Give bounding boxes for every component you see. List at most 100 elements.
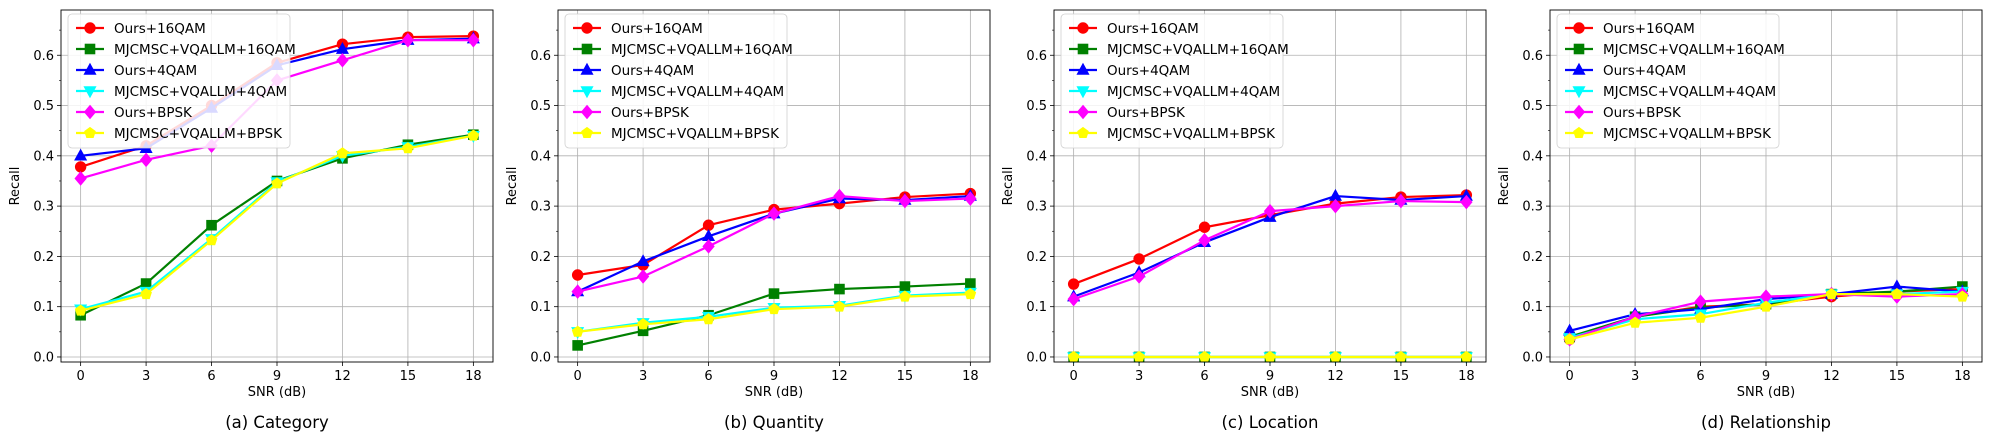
data-point bbox=[271, 177, 283, 189]
data-point bbox=[1133, 253, 1145, 265]
x-tick-label: 12 bbox=[1327, 369, 1344, 384]
x-tick-label: 18 bbox=[1954, 369, 1971, 384]
x-tick-label: 0 bbox=[573, 369, 581, 384]
x-tick-label: 6 bbox=[207, 369, 215, 384]
legend-label: Ours+16QAM bbox=[1603, 21, 1695, 37]
data-point bbox=[834, 283, 845, 295]
y-tick-label: 0.2 bbox=[1522, 250, 1543, 265]
legend-marker bbox=[581, 22, 593, 34]
data-point bbox=[1132, 269, 1146, 284]
legend-label: Ours+4QAM bbox=[611, 63, 694, 79]
data-point bbox=[572, 340, 583, 351]
x-tick-label: 9 bbox=[770, 369, 778, 384]
x-tick-label: 3 bbox=[1135, 369, 1143, 384]
data-point bbox=[74, 161, 87, 173]
data-point bbox=[899, 290, 911, 302]
legend-label: MJCMSC+VQALLM+BPSK bbox=[1107, 126, 1276, 142]
legend-label: Ours+BPSK bbox=[611, 105, 690, 121]
legend-marker bbox=[1076, 104, 1090, 120]
y-tick-label: 0.3 bbox=[1026, 200, 1047, 215]
legend-label: Ours+4QAM bbox=[1107, 63, 1190, 79]
legend-marker bbox=[580, 62, 594, 75]
data-point bbox=[467, 129, 480, 141]
legend-label: Ours+16QAM bbox=[1107, 21, 1199, 37]
legend: Ours+16QAM MJCMSC+VQALLM+16QAM Ours+4QAM MJ… bbox=[1556, 13, 1785, 149]
data-point bbox=[336, 53, 349, 68]
x-tick-label: 12 bbox=[831, 369, 848, 384]
data-point bbox=[636, 269, 650, 284]
x-tick-label: 3 bbox=[639, 369, 647, 384]
y-tick-label: 0.2 bbox=[33, 250, 54, 265]
y-tick-label: 0.6 bbox=[530, 49, 551, 64]
data-point bbox=[336, 147, 349, 159]
legend-marker bbox=[1573, 22, 1585, 34]
chart-panel-1: 0 3 6 9 12 15 18 0.0 0.1 0.2 0.3 0.4 0.5 0.6 SNR (dB) R… bbox=[505, 9, 991, 432]
subfigure-caption: (a) Category bbox=[225, 413, 329, 432]
legend-marker bbox=[83, 104, 97, 120]
data-point bbox=[1264, 350, 1276, 362]
legend: Ours+16QAM MJCMSC+VQALLM+16QAM Ours+4QAM MJ… bbox=[564, 13, 793, 149]
legend-marker bbox=[83, 86, 97, 99]
legend: Ours+16QAM MJCMSC+VQALLM+16QAM Ours+4QAM MJ… bbox=[1060, 13, 1289, 149]
legend-label: Ours+4QAM bbox=[114, 63, 197, 79]
legend-box bbox=[67, 13, 291, 149]
legend-marker bbox=[84, 126, 96, 138]
y-tick-label: 0.4 bbox=[1026, 149, 1047, 164]
legend-marker bbox=[1572, 86, 1586, 99]
data-point bbox=[1694, 294, 1707, 309]
y-tick-label: 0.0 bbox=[1522, 350, 1543, 365]
data-point bbox=[1460, 350, 1473, 362]
x-axis-label: SNR (dB) bbox=[1737, 385, 1795, 400]
data-point bbox=[74, 304, 87, 316]
data-point bbox=[1825, 287, 1838, 300]
y-axis-label: Recall bbox=[8, 167, 23, 206]
x-tick-label: 9 bbox=[1266, 369, 1274, 384]
legend-marker bbox=[1077, 22, 1089, 34]
data-point bbox=[965, 278, 976, 289]
y-tick-label: 0.6 bbox=[1026, 49, 1047, 64]
y-tick-label: 0.5 bbox=[33, 99, 54, 114]
data-point bbox=[636, 254, 650, 267]
legend-marker bbox=[84, 22, 96, 34]
x-tick-label: 18 bbox=[465, 369, 482, 384]
x-tick-label: 6 bbox=[704, 369, 712, 384]
legend-label: MJCMSC+VQALLM+16QAM bbox=[611, 42, 793, 58]
legend-marker bbox=[1076, 62, 1090, 75]
x-tick-label: 0 bbox=[1565, 369, 1573, 384]
legend-label: Ours+BPSK bbox=[114, 105, 193, 121]
data-point bbox=[964, 287, 977, 300]
data-point bbox=[140, 287, 152, 300]
x-axis-label: SNR (dB) bbox=[745, 385, 803, 400]
data-point bbox=[571, 284, 584, 299]
data-point bbox=[899, 281, 911, 292]
legend-marker bbox=[1077, 43, 1089, 55]
y-tick-label: 0.5 bbox=[1522, 99, 1543, 114]
x-tick-label: 18 bbox=[1458, 369, 1475, 384]
data-point bbox=[1629, 316, 1641, 328]
data-point bbox=[1263, 203, 1277, 219]
x-tick-label: 9 bbox=[273, 369, 281, 384]
x-axis-label: SNR (dB) bbox=[248, 385, 306, 400]
data-point bbox=[1760, 300, 1772, 312]
legend-box bbox=[1060, 13, 1284, 149]
x-tick-label: 0 bbox=[1069, 369, 1077, 384]
chart-panel-3: 0 3 6 9 12 15 18 0.0 0.1 0.2 0.3 0.4 0.5 0.6 SNR (dB) R… bbox=[1497, 9, 1983, 432]
y-tick-label: 0.1 bbox=[1026, 300, 1047, 315]
legend-label: MJCMSC+VQALLM+4QAM bbox=[1107, 84, 1280, 100]
data-point bbox=[702, 239, 715, 254]
y-tick-label: 0.1 bbox=[530, 300, 551, 315]
y-tick-label: 0.5 bbox=[1026, 99, 1047, 114]
data-point bbox=[1395, 350, 1407, 362]
y-tick-label: 0.1 bbox=[1522, 300, 1543, 315]
legend-label: Ours+16QAM bbox=[611, 21, 703, 37]
subfigure-caption: (d) Relationship bbox=[1701, 413, 1831, 432]
y-tick-label: 0.5 bbox=[530, 99, 551, 114]
data-point bbox=[402, 142, 414, 154]
data-point bbox=[571, 325, 584, 337]
data-point bbox=[1956, 290, 1969, 302]
legend-marker bbox=[580, 104, 594, 120]
y-axis-label: Recall bbox=[1001, 167, 1016, 206]
data-point bbox=[702, 313, 715, 325]
legend-marker bbox=[581, 43, 593, 55]
x-tick-label: 18 bbox=[962, 369, 979, 384]
